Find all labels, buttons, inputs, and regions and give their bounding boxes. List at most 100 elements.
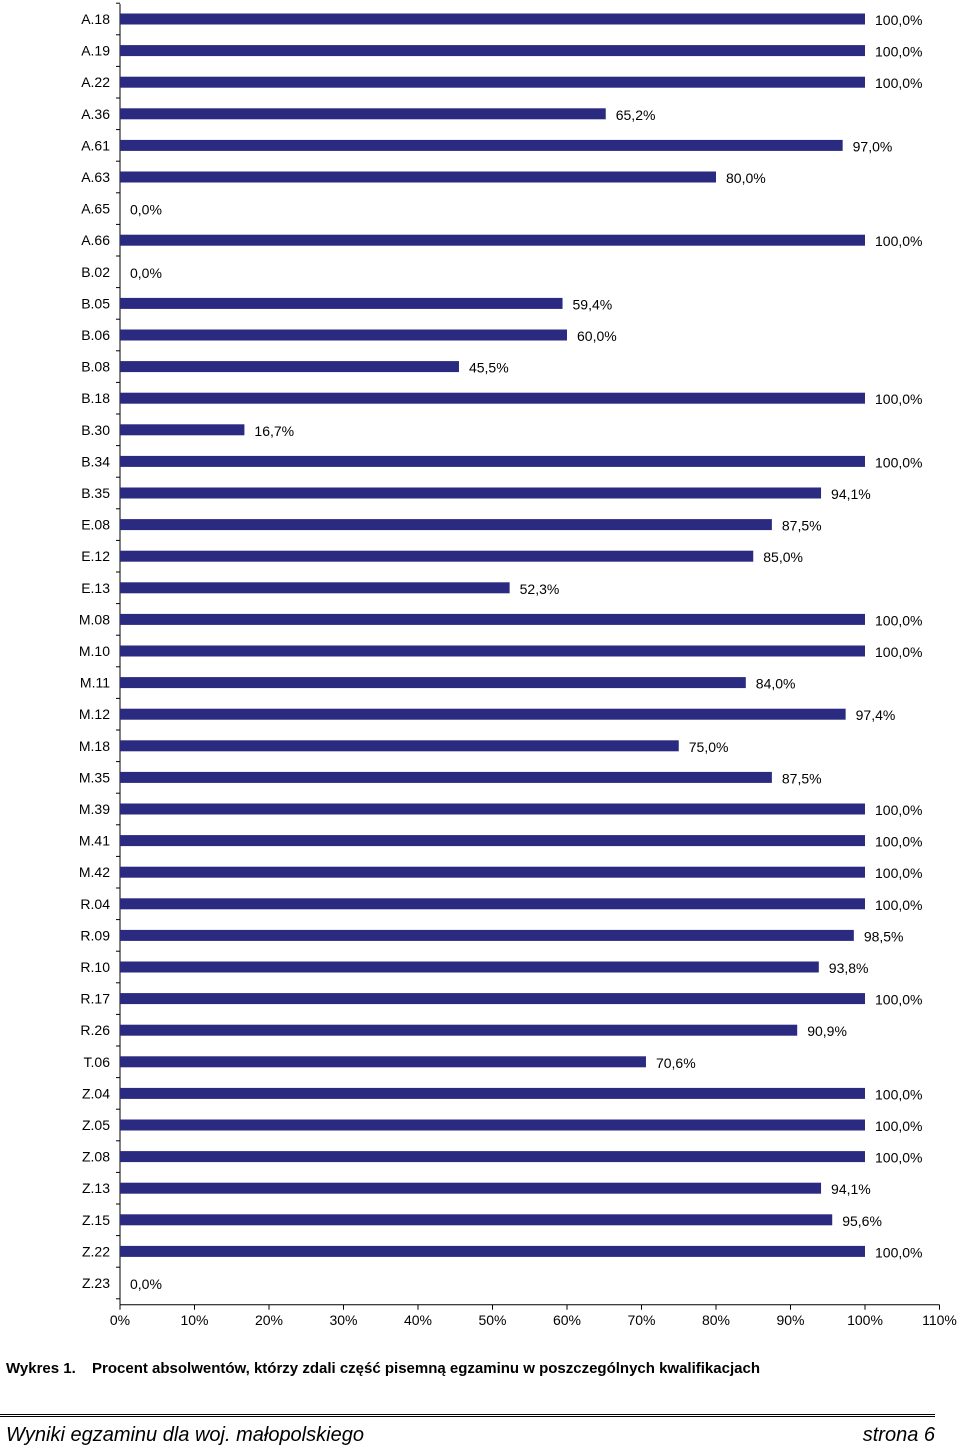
bar <box>120 803 865 815</box>
category-label: B.05 <box>81 295 110 311</box>
value-label: 0,0% <box>130 265 162 281</box>
category-label: M.35 <box>79 769 110 785</box>
value-label: 100,0% <box>875 75 922 91</box>
value-label: 97,0% <box>853 138 893 154</box>
x-tick-label: 110% <box>922 1312 957 1328</box>
category-label: T.06 <box>84 1054 111 1070</box>
bar <box>120 677 746 689</box>
category-label: M.41 <box>79 833 110 849</box>
value-label: 87,5% <box>782 770 822 786</box>
value-label: 0,0% <box>130 1276 162 1292</box>
value-label: 94,1% <box>831 486 871 502</box>
category-label: M.08 <box>79 611 110 627</box>
category-label: A.22 <box>81 74 110 90</box>
value-label: 100,0% <box>875 391 922 407</box>
bar <box>120 329 567 341</box>
bar <box>120 1182 822 1194</box>
value-label: 100,0% <box>875 454 922 470</box>
x-tick-label: 100% <box>847 1312 883 1328</box>
value-label: 100,0% <box>875 644 922 660</box>
category-label: A.18 <box>81 11 110 27</box>
value-label: 95,6% <box>842 1213 882 1229</box>
value-label: 100,0% <box>875 834 922 850</box>
value-label: 100,0% <box>875 1118 922 1134</box>
bar <box>120 582 510 594</box>
bar <box>120 613 865 625</box>
value-label: 59,4% <box>573 296 613 312</box>
value-label: 75,0% <box>689 739 729 755</box>
value-label: 100,0% <box>875 233 922 249</box>
bar <box>120 898 865 910</box>
bar <box>120 771 772 783</box>
bar <box>120 1119 865 1131</box>
value-label: 45,5% <box>469 360 509 376</box>
category-label: B.02 <box>81 264 110 280</box>
category-label: M.10 <box>79 643 110 659</box>
bar <box>120 1056 646 1068</box>
category-label: R.04 <box>80 896 110 912</box>
footer-divider-2 <box>0 1416 935 1417</box>
bar <box>120 740 679 752</box>
value-label: 97,4% <box>856 707 896 723</box>
footer-title: Wyniki egzaminu dla woj. małopolskiego <box>6 1424 364 1446</box>
value-label: 100,0% <box>875 612 922 628</box>
page-footer: Wyniki egzaminu dla woj. małopolskiego s… <box>6 1424 935 1447</box>
bar <box>120 993 865 1005</box>
category-label: R.26 <box>80 1022 110 1038</box>
bar <box>120 234 865 246</box>
value-label: 94,1% <box>831 1181 871 1197</box>
category-label: M.12 <box>79 706 110 722</box>
value-label: 100,0% <box>875 992 922 1008</box>
bar <box>120 108 606 120</box>
category-label: Z.08 <box>82 1149 110 1165</box>
category-label: E.08 <box>81 517 110 533</box>
category-label: A.19 <box>81 43 110 59</box>
value-label: 60,0% <box>577 328 617 344</box>
category-label: M.11 <box>80 675 110 691</box>
x-tick-label: 60% <box>553 1312 581 1328</box>
bar <box>120 519 772 531</box>
category-label: A.61 <box>81 137 110 153</box>
x-tick-label: 50% <box>478 1312 506 1328</box>
bar <box>120 455 865 467</box>
value-label: 100,0% <box>875 44 922 60</box>
category-label: A.63 <box>81 169 110 185</box>
x-tick-label: 30% <box>329 1312 357 1328</box>
category-label: M.42 <box>79 864 110 880</box>
bar <box>120 1214 833 1226</box>
category-label: B.08 <box>81 359 110 375</box>
category-label: E.12 <box>81 548 110 564</box>
bar <box>120 1245 865 1257</box>
value-label: 87,5% <box>782 518 822 534</box>
category-label: A.65 <box>81 201 110 217</box>
footer-divider <box>0 1414 935 1415</box>
bar <box>120 424 245 436</box>
x-tick-label: 0% <box>110 1312 130 1328</box>
category-label: B.18 <box>81 390 110 406</box>
category-label: Z.23 <box>82 1275 110 1291</box>
x-tick-label: 70% <box>627 1312 655 1328</box>
caption-label: Wykres 1. <box>6 1360 76 1377</box>
bar <box>120 361 459 373</box>
value-label: 85,0% <box>763 549 803 565</box>
category-label: R.09 <box>80 927 110 943</box>
bar <box>120 1087 865 1099</box>
value-label: 100,0% <box>875 802 922 818</box>
bar <box>120 708 846 720</box>
value-label: 98,5% <box>864 928 904 944</box>
value-label: 16,7% <box>254 423 294 439</box>
bar <box>120 171 716 183</box>
value-label: 100,0% <box>875 12 922 28</box>
bar <box>120 835 865 847</box>
value-label: 0,0% <box>130 202 162 218</box>
value-label: 65,2% <box>616 107 656 123</box>
value-label: 100,0% <box>875 1150 922 1166</box>
bar <box>120 76 865 88</box>
category-label: Z.13 <box>82 1180 110 1196</box>
value-label: 52,3% <box>520 581 560 597</box>
bar <box>120 13 865 25</box>
value-label: 84,0% <box>756 676 796 692</box>
category-label: Z.22 <box>82 1243 110 1259</box>
bar <box>120 139 843 151</box>
category-label: B.34 <box>81 453 110 469</box>
